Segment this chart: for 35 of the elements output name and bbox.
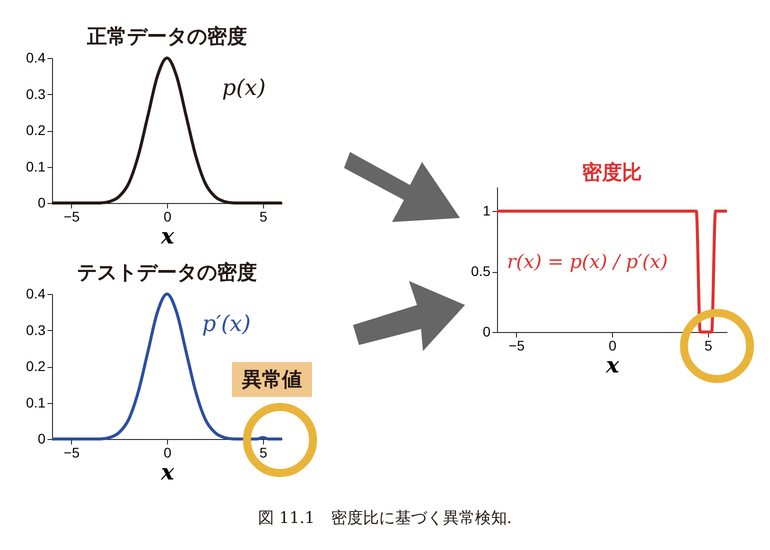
- x-tick-label: −5: [508, 338, 525, 354]
- y-tick-label: 0.3: [26, 322, 46, 338]
- x-tick-label: 0: [164, 208, 172, 224]
- x-tick-label: 5: [259, 208, 268, 224]
- chart-title: テストデータの密度: [77, 260, 257, 284]
- y-tick-label: 0.1: [26, 158, 46, 174]
- annotation: 異常値: [232, 362, 312, 397]
- line-series: [50, 292, 284, 440]
- line-series: [50, 56, 284, 204]
- chart-title: 密度比: [582, 160, 642, 184]
- caption: 図 11.1 密度比に基づく異常検知.: [257, 508, 513, 529]
- y-tick-label: 0.4: [26, 286, 46, 302]
- chart-title: 正常データの密度: [86, 24, 247, 48]
- x-tick-label: 5: [259, 444, 268, 460]
- x-axis-title: x: [604, 352, 620, 378]
- y-tick-label: 0.4: [26, 50, 46, 66]
- x-axis-title: x: [160, 460, 175, 486]
- y-tick-label: 0.2: [26, 122, 46, 138]
- series-label: r(x) = p(x) / p′(x): [507, 251, 668, 273]
- y-tick-label: 0: [482, 324, 491, 340]
- x-tick-label: 5: [704, 338, 712, 354]
- y-tick-label: 0.3: [26, 86, 46, 102]
- x-tick-label: 0: [164, 444, 172, 460]
- x-tick-label: −5: [64, 208, 80, 224]
- x-axis-title: x: [160, 224, 175, 250]
- series-label: p(x): [222, 76, 266, 101]
- y-tick-label: 0.5: [471, 263, 491, 280]
- y-tick-label: 0.2: [26, 358, 46, 374]
- y-tick-label: 0: [38, 430, 46, 446]
- x-tick-label: −5: [64, 444, 80, 460]
- y-tick-label: 0: [38, 194, 46, 210]
- y-tick-label: 1: [482, 202, 491, 219]
- series-label: p′(x): [202, 312, 251, 337]
- y-tick-label: 0.1: [26, 394, 46, 410]
- x-tick-label: 0: [608, 338, 617, 354]
